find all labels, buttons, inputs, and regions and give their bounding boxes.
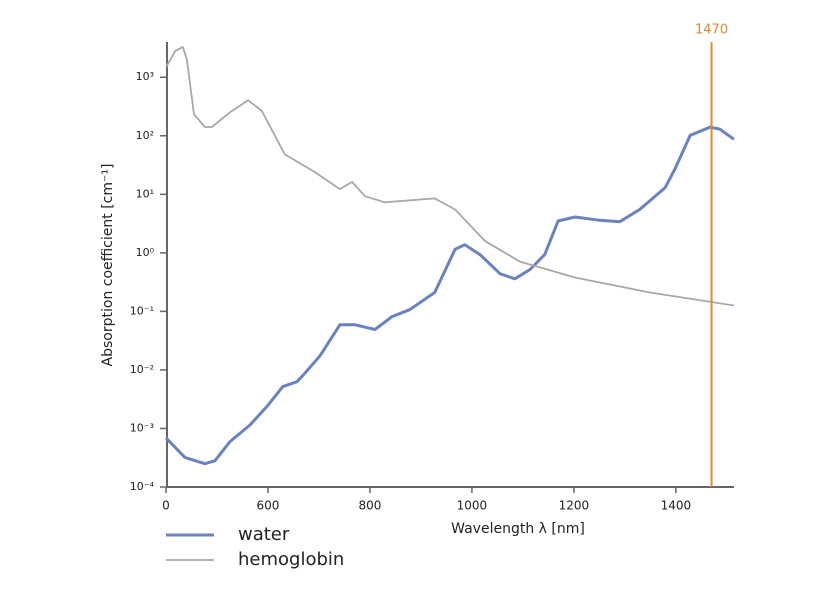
y-tick-label: 10³	[136, 70, 154, 83]
legend-label: water	[238, 524, 290, 545]
x-tick-label: 800	[358, 499, 381, 513]
y-tick-label: 10⁻⁴	[130, 480, 155, 493]
annotation-label: 1470	[695, 23, 728, 38]
x-tick-label: 1200	[559, 499, 590, 513]
y-tick-label: 10⁰	[136, 246, 155, 259]
y-tick-label: 10²	[136, 129, 154, 142]
x-tick-label: 1400	[661, 499, 692, 513]
legend-label: hemoglobin	[238, 549, 344, 570]
x-tick-label: 600	[257, 499, 280, 513]
x-tick-label: 0	[162, 499, 170, 513]
y-axis-label: Absorption coefficient [cm⁻¹]	[100, 164, 116, 367]
x-axis-label: Wavelength λ [nm]	[451, 521, 585, 537]
x-tick-label: 1000	[457, 499, 488, 513]
y-tick-label: 10¹	[136, 187, 154, 200]
y-tick-label: 10⁻¹	[130, 304, 154, 317]
y-tick-label: 10⁻²	[130, 363, 154, 376]
y-tick-label: 10⁻³	[130, 421, 154, 434]
series-line	[165, 46, 735, 307]
series-line	[164, 125, 735, 466]
